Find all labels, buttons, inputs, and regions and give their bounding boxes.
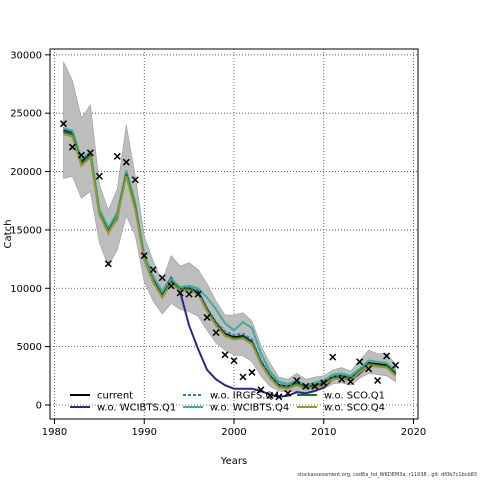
- observed-point: [95, 172, 103, 180]
- observed-point: [86, 149, 94, 157]
- observed-point: [248, 368, 256, 376]
- x-axis-label: Years: [220, 456, 247, 467]
- observed-point: [293, 376, 301, 385]
- observed-point: [176, 289, 184, 297]
- observed-point: [347, 378, 355, 386]
- legend-label: w.o. IRGFS.Q4: [210, 391, 280, 402]
- footer-credit: stockassessment.org, cod6a_hd_WKDEM3a, r…: [297, 472, 477, 478]
- y-tick-label: 10000: [10, 284, 42, 295]
- observed-point: [302, 382, 310, 390]
- observed-point: [203, 313, 211, 321]
- y-tick-label: 0: [36, 400, 42, 411]
- legend-label: w.o. WCIBTS.Q4: [210, 403, 289, 414]
- x-tick-label: 1990: [132, 427, 157, 438]
- observed-point: [329, 353, 337, 361]
- observed-point: [59, 120, 67, 128]
- observed-point: [365, 365, 373, 373]
- x-tick-label: 2000: [221, 427, 246, 438]
- observed-point: [68, 143, 76, 151]
- y-tick-label: 15000: [10, 225, 42, 236]
- legend-label: w.o. SCO.Q1: [324, 391, 385, 402]
- y-axis-label: Catch: [3, 220, 14, 249]
- x-tick-label: 2010: [311, 427, 336, 438]
- legend-label: w.o. SCO.Q4: [324, 403, 385, 414]
- y-tick-label: 5000: [17, 342, 42, 353]
- observed-point: [284, 389, 292, 397]
- observed-point: [311, 382, 319, 390]
- observed-point: [356, 358, 364, 366]
- observed-point: [185, 290, 193, 298]
- observed-point: [221, 351, 229, 359]
- observed-point: [158, 274, 166, 282]
- observed-point: [230, 357, 238, 365]
- observed-point: [77, 151, 85, 159]
- y-tick-label: 20000: [10, 167, 42, 178]
- observed-point: [167, 282, 175, 290]
- x-tick-label: 2020: [401, 427, 426, 438]
- observed-point: [338, 375, 346, 383]
- observed-point: [131, 176, 139, 184]
- observed-point: [149, 266, 157, 274]
- observed-point: [140, 252, 148, 260]
- observed-point: [122, 158, 130, 166]
- observed-point: [392, 361, 400, 369]
- observed-point: [113, 152, 121, 160]
- observed-point: [239, 373, 247, 381]
- observed-point: [104, 260, 112, 268]
- observed-points-group: [59, 120, 400, 401]
- x-tick-label: 1980: [42, 427, 67, 438]
- observed-point: [383, 352, 391, 360]
- observed-point: [194, 290, 202, 298]
- observed-point: [320, 379, 328, 387]
- observed-point: [374, 376, 382, 385]
- observed-point: [275, 393, 283, 401]
- series-line-w-o-irgfs-q4: [63, 132, 397, 388]
- observed-point: [257, 386, 265, 394]
- y-tick-label: 25000: [10, 109, 42, 120]
- legend-label: w.o. WCIBTS.Q1: [97, 403, 176, 414]
- legend-label: current: [97, 391, 133, 402]
- observed-point: [212, 329, 220, 337]
- y-tick-label: 30000: [10, 50, 42, 61]
- observed-point: [266, 392, 274, 400]
- axes-group: 1980 1990 2000 2010 2020 0 5000 10000 15000 20000…: [10, 50, 426, 438]
